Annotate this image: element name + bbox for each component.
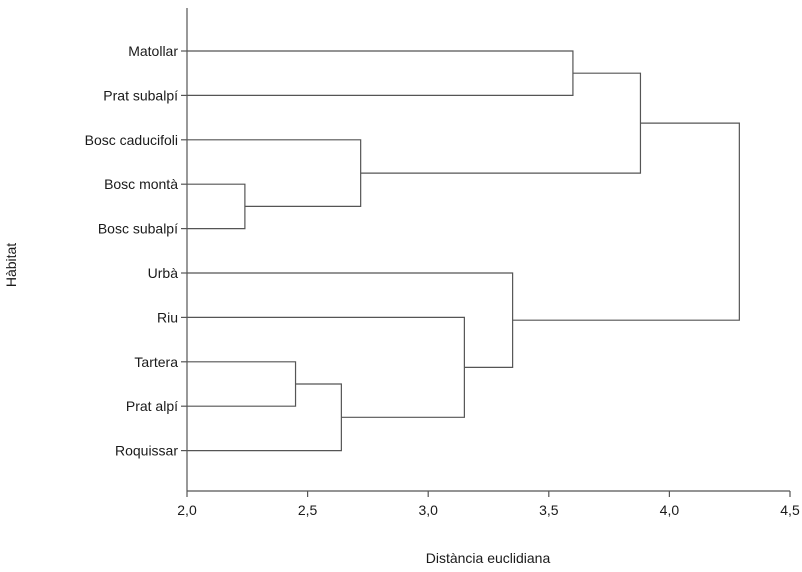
dendrogram-link [187,183,246,230]
dendrogram-link [187,272,514,368]
dendrogram-link [187,50,574,96]
leaf-label: Prat subalpí [103,87,178,103]
leaf-label: Tartera [134,354,178,370]
leaf-label: Prat alpí [126,398,178,414]
dendrogram-link [360,72,642,174]
leaf-label: Bosc subalpí [98,221,178,237]
axes [186,8,790,492]
x-tick-label: 3,5 [539,502,559,518]
dendrogram-link [187,316,465,418]
leaf-labels: Matollar Prat subalpí Bosc caducifoli Bosc … [85,43,187,459]
leaf-label: Matollar [128,43,178,59]
leaf-label: Bosc caducifoli [85,132,178,148]
dendrogram-link [187,139,362,207]
dendrogram-link [512,122,740,321]
leaf-label: Urbà [148,265,179,281]
dendrogram-links [187,50,740,452]
leaf-label: Bosc montà [104,176,178,192]
dendrogram-link [187,383,342,452]
x-tick-label: 4,0 [660,502,680,518]
x-ticks: 2,0 2,5 3,0 3,5 4,0 4,5 [177,491,800,518]
dendrogram-link [187,361,297,407]
leaf-label: Roquissar [115,443,178,459]
x-tick-label: 2,0 [177,502,197,518]
x-axis-title: Distància euclidiana [426,550,551,566]
y-axis-title: Hàbitat [3,243,19,287]
x-tick-label: 2,5 [298,502,318,518]
x-tick-label: 3,0 [418,502,438,518]
x-tick-label: 4,5 [780,502,800,518]
leaf-label: Riu [157,309,178,325]
